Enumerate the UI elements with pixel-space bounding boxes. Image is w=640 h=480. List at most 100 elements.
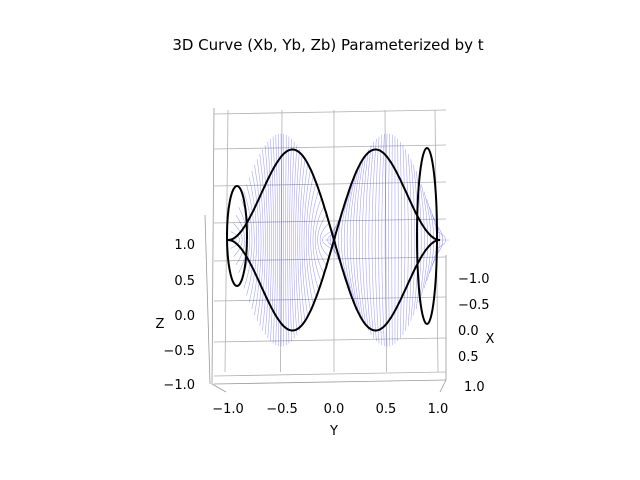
- surface-line: [349, 170, 359, 310]
- surface-line: [272, 136, 276, 344]
- surface-line: [291, 141, 295, 339]
- surface-line: [299, 159, 306, 321]
- y-tick-label: −1.0: [212, 402, 244, 417]
- x-tick-label: 1.0: [464, 380, 485, 395]
- x-tick-label: 0.0: [458, 324, 479, 339]
- surface-line: [293, 145, 298, 335]
- axis-pane-edge: [211, 107, 215, 385]
- surface-line: [312, 199, 322, 281]
- surface-line: [275, 134, 278, 346]
- z-tick-label: 1.0: [174, 238, 195, 253]
- chart-title: 3D Curve (Xb, Yb, Zb) Parameterized by t: [172, 36, 483, 54]
- surface-line: [308, 184, 316, 296]
- surface-line: [426, 199, 435, 281]
- surface-line: [270, 138, 274, 342]
- surface-line: [303, 170, 311, 310]
- surface-line: [368, 141, 375, 339]
- y-tick-label: 1.0: [428, 402, 449, 417]
- surface-line: [319, 223, 329, 257]
- axis-pane-edge: [439, 379, 447, 393]
- surface-line: [254, 164, 262, 316]
- curve-right-lobe: [416, 147, 438, 325]
- y-axis-label: Y: [329, 424, 338, 439]
- surface-line: [285, 134, 287, 346]
- surface-line: [262, 149, 268, 331]
- surface-line: [322, 231, 332, 249]
- y-tick-label: 0.0: [324, 402, 345, 417]
- surface-line: [346, 177, 356, 303]
- surface-line: [358, 153, 367, 327]
- surface-line: [374, 136, 380, 344]
- surface-line: [362, 149, 369, 331]
- grid-vertical-line: [280, 109, 283, 373]
- surface-line: [391, 134, 393, 346]
- grid-horizontal-line: [213, 256, 447, 262]
- axis-ticks: −1.0 −0.5 0.0 0.5 1.0 −1.0 −0.5 0.0 0.5 1.0 −1.0 −0…: [163, 238, 489, 417]
- surface-lines: [228, 133, 449, 347]
- surface-line: [301, 164, 308, 316]
- surface-line: [251, 170, 260, 310]
- surface-line: [330, 223, 340, 257]
- surface-line: [305, 177, 314, 303]
- grid-horizontal-line: [213, 218, 447, 224]
- surface-line: [423, 191, 432, 289]
- surface-line: [327, 231, 337, 249]
- axis-pane-edge: [204, 214, 211, 385]
- surface-line: [297, 153, 303, 327]
- z-axis-label: Z: [156, 317, 165, 332]
- surface-line: [384, 133, 388, 347]
- surface-line: [381, 133, 385, 347]
- surface-line: [278, 133, 280, 347]
- surface-line: [371, 138, 377, 342]
- surface-line: [410, 159, 416, 321]
- surface-line: [421, 184, 428, 296]
- surface-line: [343, 184, 353, 296]
- x-tick-label: 0.5: [458, 350, 479, 365]
- surface-line: [280, 133, 282, 347]
- curve-strand-lower: [227, 148, 441, 332]
- grid-horizontal-line: [213, 371, 447, 377]
- z-tick-label: −0.5: [163, 344, 195, 359]
- z-tick-label: 0.0: [174, 309, 195, 324]
- curve-left-lobe: [226, 185, 248, 287]
- z-tick-label: −1.0: [163, 378, 195, 393]
- axis-pane-edge: [211, 383, 227, 393]
- surface-line: [399, 141, 403, 339]
- grid-horizontal-line: [213, 296, 447, 302]
- surface-line: [243, 191, 253, 289]
- grid-horizontal-line: [213, 337, 447, 343]
- axis-panes: [204, 107, 447, 393]
- surface-line: [388, 133, 390, 347]
- surface-line: [413, 164, 419, 316]
- surface-line: [310, 191, 319, 289]
- main-curve: [226, 147, 441, 332]
- x-tick-label: −0.5: [458, 298, 490, 313]
- x-tick-label: −1.0: [458, 272, 490, 287]
- surface-line: [405, 149, 409, 331]
- surface-line: [352, 164, 361, 316]
- grid-horizontal-line: [213, 109, 447, 115]
- surface-line: [378, 134, 382, 346]
- surface-line: [402, 145, 406, 335]
- z-tick-label: 0.5: [174, 274, 195, 289]
- x-axis-label: X: [486, 332, 495, 347]
- surface-line: [259, 153, 266, 327]
- surface-line: [295, 149, 300, 331]
- surface-line: [355, 159, 364, 321]
- grid-horizontal-line: [213, 181, 447, 187]
- surface-line: [230, 231, 240, 249]
- surface-line: [397, 138, 399, 342]
- surface-line: [267, 141, 272, 339]
- grid-lines: [213, 109, 447, 377]
- surface-line: [289, 138, 292, 342]
- surface-line: [287, 136, 290, 344]
- surface-line: [233, 223, 243, 257]
- axis-pane-edge: [213, 379, 447, 385]
- surface-line: [315, 206, 324, 274]
- y-tick-label: −0.5: [266, 402, 298, 417]
- surface-line: [264, 145, 270, 335]
- surface-line: [317, 214, 327, 266]
- grid-horizontal-line: [213, 144, 447, 150]
- surface-line: [235, 214, 246, 266]
